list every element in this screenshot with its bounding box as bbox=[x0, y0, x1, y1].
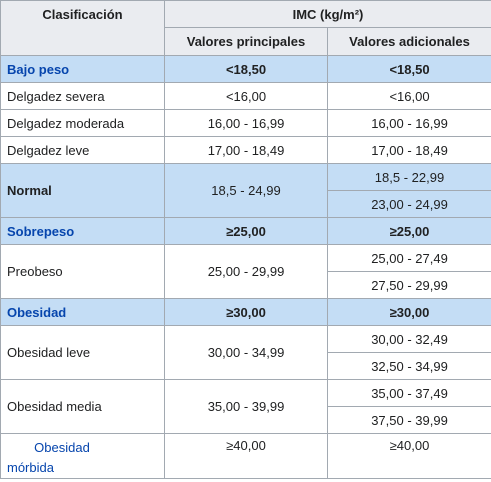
cell-additional: 23,00 - 24,99 bbox=[327, 190, 491, 218]
cell-principal: ≥25,00 bbox=[164, 217, 328, 245]
header-bmi: IMC (kg/m²) bbox=[164, 0, 491, 28]
cell-principal: <18,50 bbox=[164, 55, 328, 83]
cell-additional: 18,5 - 22,99 bbox=[327, 163, 491, 191]
cell-additional: <16,00 bbox=[327, 82, 491, 110]
header-row: Clasificación IMC (kg/m²) bbox=[0, 0, 491, 56]
cell-additional: ≥25,00 bbox=[327, 217, 491, 245]
row-label: Delgadez leve bbox=[0, 136, 165, 164]
row-label: Preobeso bbox=[0, 244, 165, 299]
header-principal-values: Valores principales bbox=[164, 27, 328, 56]
table-row-overweight: Sobrepeso ≥25,00 ≥25,00 bbox=[0, 217, 491, 245]
cell-additional: 16,00 - 16,99 bbox=[327, 109, 491, 137]
cell-additional: ≥40,00 bbox=[327, 433, 491, 479]
link-obesity-morbid[interactable]: Obesidad mórbida bbox=[0, 433, 165, 479]
cell-principal: 25,00 - 29,99 bbox=[164, 244, 328, 299]
cell-principal: 16,00 - 16,99 bbox=[164, 109, 328, 137]
row-label-normal: Normal bbox=[0, 163, 165, 218]
header-additional-values: Valores adicionales bbox=[327, 27, 491, 56]
link-obesity[interactable]: Obesidad bbox=[0, 298, 165, 326]
table-row-mild-thinness: Delgadez leve 17,00 - 18,49 17,00 - 18,4… bbox=[0, 136, 491, 164]
cell-principal: <16,00 bbox=[164, 82, 328, 110]
table-row-moderate-thinness: Delgadez moderada 16,00 - 16,99 16,00 - … bbox=[0, 109, 491, 137]
row-label: Obesidad media bbox=[0, 379, 165, 434]
table-row-underweight: Bajo peso <18,50 <18,50 bbox=[0, 55, 491, 83]
link-overweight[interactable]: Sobrepeso bbox=[0, 217, 165, 245]
table-row-preobese: Preobeso 25,00 - 29,99 25,00 - 27,49 bbox=[0, 244, 491, 299]
row-label: Delgadez severa bbox=[0, 82, 165, 110]
table-row-preobese-2: 27,50 - 29,99 bbox=[1, 271, 491, 299]
table-row-normal: Normal 18,5 - 24,99 18,5 - 22,99 bbox=[0, 163, 491, 218]
table-row-severe-thinness: Delgadez severa <16,00 <16,00 bbox=[0, 82, 491, 110]
subheader-row: Valores principales Valores adicionales bbox=[1, 27, 491, 56]
row-label: Obesidad leve bbox=[0, 325, 165, 380]
cell-additional: 30,00 - 32,49 bbox=[327, 325, 491, 353]
cell-additional: 27,50 - 29,99 bbox=[327, 271, 491, 299]
table-row-obesity-medium: Obesidad media 35,00 - 39,99 35,00 - 37,… bbox=[0, 379, 491, 434]
cell-additional: 32,50 - 34,99 bbox=[327, 352, 491, 380]
cell-additional: 25,00 - 27,49 bbox=[327, 244, 491, 272]
cell-additional: <18,50 bbox=[327, 55, 491, 83]
cell-additional: 37,50 - 39,99 bbox=[327, 406, 491, 434]
cell-principal: 17,00 - 18,49 bbox=[164, 136, 328, 164]
table-row-obesity-medium-2: 37,50 - 39,99 bbox=[1, 406, 491, 434]
cell-principal: 30,00 - 34,99 bbox=[164, 325, 328, 380]
morbid-line2: mórbida bbox=[7, 460, 54, 475]
cell-additional: 17,00 - 18,49 bbox=[327, 136, 491, 164]
table-row-obesity: Obesidad ≥30,00 ≥30,00 bbox=[0, 298, 491, 326]
cell-principal: ≥30,00 bbox=[164, 298, 328, 326]
table-row-obesity-mild-2: 32,50 - 34,99 bbox=[1, 352, 491, 380]
table-row-obesity-morbid: Obesidad mórbida ≥40,00 ≥40,00 bbox=[0, 433, 491, 479]
header-classification: Clasificación bbox=[0, 0, 165, 56]
cell-principal: 18,5 - 24,99 bbox=[164, 163, 328, 218]
table-row-obesity-mild: Obesidad leve 30,00 - 34,99 30,00 - 32,4… bbox=[0, 325, 491, 380]
link-underweight[interactable]: Bajo peso bbox=[0, 55, 165, 83]
cell-additional: ≥30,00 bbox=[327, 298, 491, 326]
cell-principal: 35,00 - 39,99 bbox=[164, 379, 328, 434]
cell-additional: 35,00 - 37,49 bbox=[327, 379, 491, 407]
row-label: Delgadez moderada bbox=[0, 109, 165, 137]
cell-principal: ≥40,00 bbox=[164, 433, 328, 479]
morbid-line1: Obesidad bbox=[34, 440, 90, 455]
